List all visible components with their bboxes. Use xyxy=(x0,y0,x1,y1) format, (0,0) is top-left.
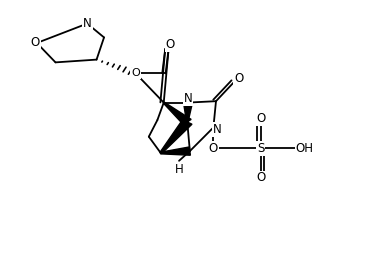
Text: O: O xyxy=(166,37,175,50)
Polygon shape xyxy=(163,102,191,125)
Text: O: O xyxy=(30,36,39,50)
Polygon shape xyxy=(183,102,193,122)
Text: H: H xyxy=(175,163,183,176)
Text: O: O xyxy=(256,112,265,125)
Polygon shape xyxy=(160,120,192,153)
Text: O: O xyxy=(209,142,218,155)
Text: O: O xyxy=(166,38,175,51)
Text: O: O xyxy=(131,69,140,78)
Text: O: O xyxy=(256,171,265,185)
Text: N: N xyxy=(183,92,193,105)
Polygon shape xyxy=(161,147,190,155)
Text: N: N xyxy=(83,17,92,30)
Text: S: S xyxy=(257,142,264,155)
Text: OH: OH xyxy=(296,142,314,155)
Text: N: N xyxy=(213,123,221,136)
Text: O: O xyxy=(234,72,243,85)
